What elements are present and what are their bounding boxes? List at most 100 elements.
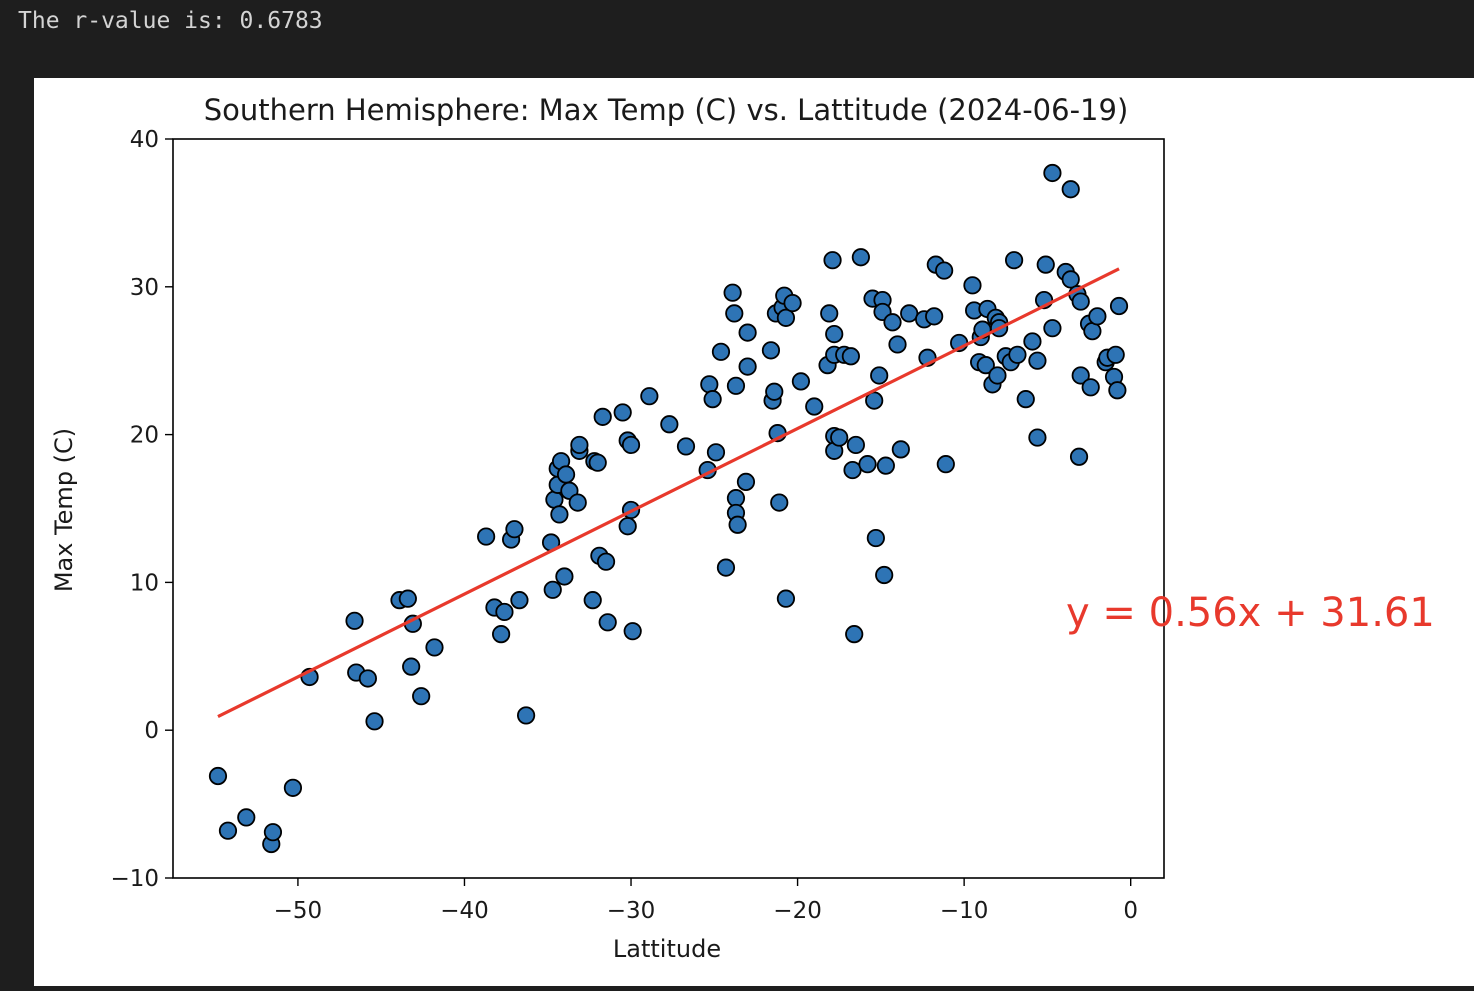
data-point bbox=[711, 342, 731, 361]
data-point bbox=[1043, 163, 1062, 183]
y-tick-label: 30 bbox=[130, 275, 159, 301]
data-point bbox=[845, 625, 864, 644]
data-point bbox=[888, 335, 907, 354]
data-point bbox=[846, 435, 865, 455]
plot-frame bbox=[172, 138, 1165, 879]
x-tick-label: −30 bbox=[607, 898, 656, 924]
data-point bbox=[218, 821, 238, 840]
data-point bbox=[1023, 332, 1042, 351]
data-point bbox=[495, 602, 514, 622]
data-point bbox=[345, 611, 364, 630]
rvalue-output: The r-value is: 0.6783 bbox=[18, 8, 323, 34]
data-point bbox=[237, 808, 256, 827]
data-point bbox=[1043, 319, 1062, 338]
data-point bbox=[738, 357, 757, 376]
data-point bbox=[870, 366, 889, 385]
data-point bbox=[858, 455, 877, 474]
data-point bbox=[716, 558, 736, 577]
data-point bbox=[598, 613, 617, 632]
data-point bbox=[935, 261, 954, 280]
data-point bbox=[706, 443, 726, 462]
data-point bbox=[402, 657, 421, 676]
data-point bbox=[851, 248, 870, 267]
data-point bbox=[761, 341, 781, 360]
x-tick-label: −20 bbox=[773, 898, 822, 924]
data-point bbox=[723, 283, 742, 302]
data-point bbox=[618, 517, 637, 536]
data-point bbox=[936, 455, 955, 474]
data-point bbox=[510, 591, 529, 610]
data-point bbox=[820, 304, 839, 323]
data-point bbox=[728, 515, 747, 534]
y-tick-label: 20 bbox=[130, 423, 159, 449]
data-point bbox=[596, 552, 616, 571]
x-axis-label: Lattitude bbox=[613, 935, 721, 963]
data-point bbox=[765, 382, 784, 401]
data-point bbox=[1071, 292, 1090, 311]
data-point bbox=[358, 669, 377, 688]
data-point bbox=[791, 372, 811, 391]
data-point bbox=[640, 387, 659, 406]
data-point bbox=[613, 403, 632, 422]
data-point bbox=[283, 778, 303, 797]
chart-title: Southern Hemisphere: Max Temp (C) vs. La… bbox=[204, 93, 1129, 127]
data-point bbox=[543, 580, 562, 599]
data-point bbox=[805, 397, 824, 416]
x-tick-label: −10 bbox=[940, 898, 989, 924]
data-point bbox=[1088, 307, 1107, 326]
data-point bbox=[703, 390, 722, 409]
chart-figure: Southern Hemisphere: Max Temp (C) vs. La… bbox=[34, 78, 1474, 986]
data-point bbox=[830, 428, 849, 447]
data-point bbox=[988, 366, 1007, 385]
data-point bbox=[865, 391, 884, 410]
data-point bbox=[505, 520, 524, 539]
data-point bbox=[976, 356, 995, 375]
data-point bbox=[925, 307, 944, 326]
data-point bbox=[825, 324, 844, 344]
data-point bbox=[1071, 366, 1090, 385]
data-point bbox=[776, 308, 796, 327]
data-point bbox=[876, 456, 895, 475]
data-point bbox=[900, 304, 919, 323]
data-point bbox=[425, 638, 444, 657]
data-point bbox=[700, 375, 719, 394]
data-point bbox=[570, 435, 589, 455]
data-point bbox=[555, 567, 574, 586]
data-point bbox=[1016, 390, 1035, 409]
data-point bbox=[492, 625, 511, 644]
data-point bbox=[783, 293, 802, 313]
data-point bbox=[621, 435, 641, 455]
data-point bbox=[866, 528, 885, 548]
data-point bbox=[1108, 381, 1127, 400]
y-tick-label: 10 bbox=[130, 570, 159, 596]
data-point bbox=[1069, 447, 1089, 466]
data-point bbox=[738, 323, 757, 342]
data-point bbox=[841, 347, 860, 366]
data-point bbox=[568, 493, 587, 512]
x-tick-label: −50 bbox=[274, 898, 323, 924]
data-point bbox=[776, 589, 796, 608]
data-point bbox=[556, 465, 576, 484]
data-point bbox=[1028, 428, 1047, 447]
data-point bbox=[1061, 180, 1080, 199]
regression-equation: y = 0.56x + 31.61 bbox=[1066, 590, 1435, 636]
data-point bbox=[1106, 345, 1125, 364]
regression-line bbox=[217, 267, 1120, 719]
data-point bbox=[1028, 351, 1047, 370]
data-point bbox=[676, 437, 696, 456]
data-points bbox=[208, 163, 1129, 854]
data-point bbox=[593, 407, 612, 426]
data-point bbox=[588, 453, 607, 472]
data-point bbox=[208, 766, 228, 786]
data-point bbox=[516, 706, 536, 725]
data-point bbox=[1061, 270, 1080, 289]
scatter-chart: Southern Hemisphere: Max Temp (C) vs. La… bbox=[50, 93, 1435, 963]
data-point bbox=[963, 276, 982, 295]
data-point bbox=[891, 440, 910, 459]
data-point bbox=[725, 304, 744, 323]
data-point bbox=[1081, 378, 1100, 397]
data-point bbox=[1109, 296, 1129, 316]
y-tick-label: −10 bbox=[110, 866, 159, 892]
y-tick-label: 40 bbox=[130, 127, 159, 153]
data-point bbox=[875, 565, 894, 585]
